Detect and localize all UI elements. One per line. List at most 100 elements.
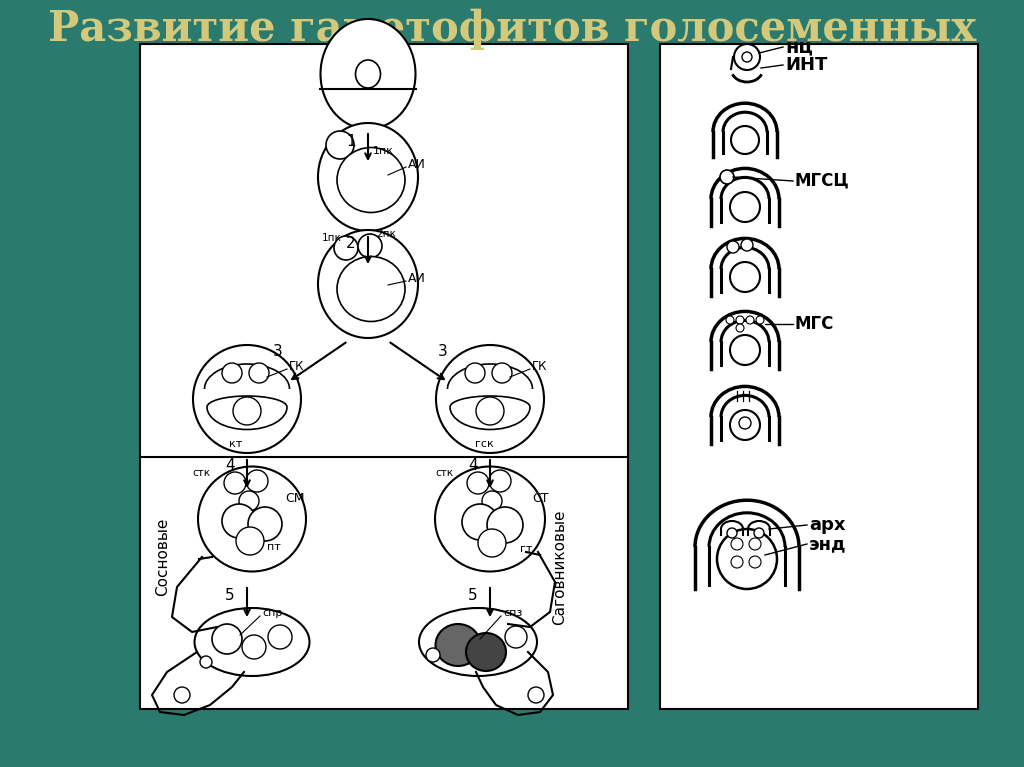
Ellipse shape (435, 466, 545, 571)
Ellipse shape (195, 608, 309, 676)
Circle shape (268, 625, 292, 649)
Circle shape (489, 470, 511, 492)
Circle shape (734, 44, 760, 70)
Circle shape (222, 363, 242, 383)
Text: гск: гск (475, 439, 494, 449)
Circle shape (731, 538, 743, 550)
Text: гт: гт (520, 544, 532, 554)
Text: стк: стк (435, 468, 454, 478)
Text: Развитие гаметофитов голосеменных: Развитие гаметофитов голосеменных (48, 8, 976, 50)
Circle shape (426, 648, 440, 662)
Circle shape (741, 239, 753, 251)
Circle shape (730, 262, 760, 292)
Circle shape (212, 624, 242, 654)
Text: МГСЦ: МГСЦ (795, 172, 850, 190)
Ellipse shape (337, 256, 406, 321)
Circle shape (249, 363, 269, 383)
Text: ИНТ: ИНТ (785, 56, 827, 74)
Circle shape (746, 316, 754, 324)
Text: 5: 5 (225, 588, 234, 603)
Circle shape (492, 363, 512, 383)
Circle shape (482, 491, 502, 511)
Text: кт: кт (229, 439, 243, 449)
Ellipse shape (355, 60, 381, 88)
Circle shape (233, 397, 261, 425)
Circle shape (242, 635, 266, 659)
Circle shape (730, 410, 760, 440)
Ellipse shape (436, 345, 544, 453)
Circle shape (720, 170, 734, 184)
Text: Саговниковые: Саговниковые (553, 509, 567, 625)
Circle shape (239, 491, 259, 511)
Circle shape (742, 52, 752, 62)
Ellipse shape (435, 624, 480, 666)
Text: 1: 1 (346, 134, 355, 150)
Text: 1пк: 1пк (373, 146, 394, 156)
Text: 5: 5 (468, 588, 477, 603)
Text: АИ: АИ (408, 272, 426, 285)
Circle shape (248, 507, 282, 541)
Circle shape (717, 529, 777, 589)
Circle shape (731, 126, 759, 154)
Circle shape (174, 687, 190, 703)
Circle shape (749, 538, 761, 550)
Circle shape (727, 528, 737, 538)
Ellipse shape (466, 633, 506, 671)
Circle shape (224, 472, 246, 494)
Ellipse shape (318, 230, 418, 338)
Text: 2пк: 2пк (376, 229, 396, 239)
Text: ГК: ГК (532, 360, 548, 374)
Circle shape (478, 529, 506, 557)
Text: стк: стк (193, 468, 210, 478)
Circle shape (749, 556, 761, 568)
Circle shape (200, 656, 212, 668)
Circle shape (222, 504, 256, 538)
Circle shape (358, 234, 382, 258)
Circle shape (736, 324, 744, 332)
Circle shape (246, 470, 268, 492)
Circle shape (236, 527, 264, 555)
Text: спз: спз (503, 608, 522, 618)
Text: 3: 3 (438, 344, 447, 360)
Circle shape (465, 363, 485, 383)
Circle shape (334, 236, 358, 260)
Text: ГК: ГК (289, 360, 304, 374)
Bar (140, 44, 628, 709)
Circle shape (726, 316, 734, 324)
Ellipse shape (198, 466, 306, 571)
Text: 4: 4 (225, 457, 234, 472)
Text: арх: арх (809, 516, 846, 534)
Circle shape (730, 335, 760, 365)
Circle shape (487, 507, 523, 543)
Circle shape (727, 241, 739, 253)
Ellipse shape (419, 608, 537, 676)
Text: АИ: АИ (408, 159, 426, 172)
Text: СМ: СМ (285, 492, 304, 505)
Bar (660, 44, 978, 709)
Text: нц: нц (785, 38, 813, 57)
Ellipse shape (318, 123, 418, 231)
Text: 3: 3 (273, 344, 283, 360)
Text: 2: 2 (346, 236, 355, 252)
Text: 1пк: 1пк (322, 233, 342, 243)
Ellipse shape (321, 19, 416, 129)
Circle shape (462, 504, 498, 540)
Circle shape (731, 556, 743, 568)
Circle shape (754, 528, 764, 538)
Circle shape (467, 472, 489, 494)
Circle shape (736, 316, 744, 324)
Text: 4: 4 (468, 457, 477, 472)
Circle shape (739, 417, 751, 429)
Text: энд: энд (809, 535, 847, 553)
Circle shape (505, 626, 527, 648)
Circle shape (528, 687, 544, 703)
Text: пт: пт (267, 542, 281, 552)
Circle shape (326, 131, 354, 159)
Ellipse shape (337, 147, 406, 212)
Text: Сосновые: Сосновые (156, 518, 171, 596)
Circle shape (476, 397, 504, 425)
Text: спр: спр (262, 608, 283, 618)
Text: МГС: МГС (795, 315, 835, 333)
Ellipse shape (193, 345, 301, 453)
Circle shape (756, 316, 764, 324)
